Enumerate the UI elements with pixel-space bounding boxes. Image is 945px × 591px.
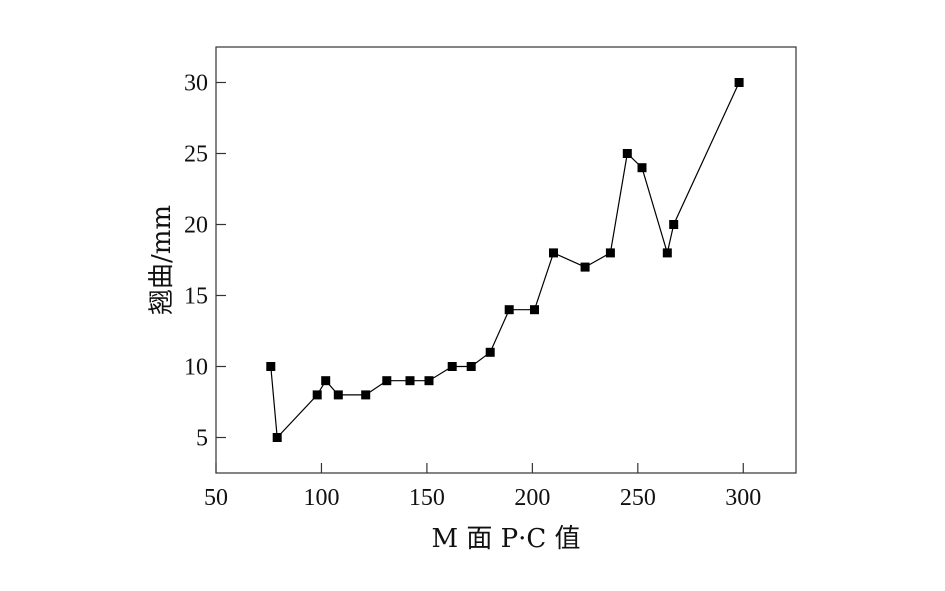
- data-point-marker: [637, 163, 647, 173]
- y-axis-title: 翘曲/mm: [147, 205, 177, 315]
- data-point-marker: [504, 305, 514, 315]
- plot-frame: [215, 46, 797, 474]
- data-point-marker: [424, 376, 434, 386]
- data-point-marker: [333, 390, 343, 400]
- y-tick-label: 20: [184, 213, 208, 239]
- data-point-marker: [312, 390, 322, 400]
- x-axis-ticks: 50 100 150 200 250 300: [204, 463, 761, 511]
- data-point-marker: [549, 248, 558, 258]
- data-point-marker: [447, 362, 457, 371]
- y-tick-label: 5: [196, 426, 208, 452]
- data-point-marker: [382, 376, 392, 386]
- x-tick-label: 50: [204, 485, 228, 511]
- y-tick-label: 10: [184, 355, 208, 381]
- x-tick-label: 200: [514, 485, 550, 511]
- x-tick-label: 100: [303, 485, 339, 511]
- data-point-marker: [530, 305, 539, 315]
- data-point-marker: [605, 248, 615, 258]
- data-point-marker: [580, 262, 590, 272]
- y-tick-label: 15: [184, 284, 208, 310]
- y-axis-ticks: 5 10 15 20 25 30: [184, 71, 226, 452]
- x-axis-title: M 面 P·C 值: [431, 524, 580, 554]
- data-point-marker: [466, 362, 476, 371]
- data-point-marker: [321, 376, 331, 386]
- data-point-marker: [669, 220, 679, 229]
- y-tick-label: 25: [184, 142, 208, 168]
- data-point-marker: [272, 433, 282, 442]
- data-point-marker: [361, 390, 371, 400]
- data-point-marker: [485, 347, 495, 357]
- y-tick-label: 30: [184, 71, 208, 97]
- data-point-marker: [622, 149, 632, 158]
- data-point-marker: [405, 376, 415, 386]
- x-tick-label: 300: [725, 485, 761, 511]
- data-point-marker: [662, 248, 672, 258]
- x-tick-label: 250: [620, 485, 656, 511]
- data-point-marker: [734, 78, 744, 87]
- x-tick-label: 150: [409, 485, 445, 511]
- series-line: [270, 82, 740, 439]
- data-series: [266, 78, 744, 442]
- data-point-marker: [266, 362, 276, 371]
